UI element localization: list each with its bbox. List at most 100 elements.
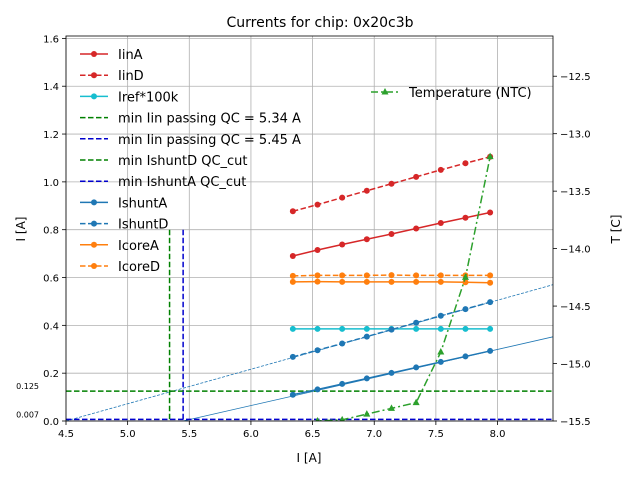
legend-label: IshuntA xyxy=(118,196,167,211)
legend-label: IinD xyxy=(118,69,144,84)
data-point xyxy=(289,353,296,360)
x-tick-label: 5.5 xyxy=(181,429,197,440)
legend-label: IshuntD xyxy=(118,218,168,233)
temperature-point xyxy=(461,273,469,280)
data-point xyxy=(363,375,370,382)
x-tick-label: 7.5 xyxy=(428,429,444,440)
extra-y-label: 0.125 xyxy=(16,382,39,391)
y2-tick-label: −13.5 xyxy=(560,187,591,198)
temperature-point xyxy=(486,152,494,160)
legend-label: min IshuntA QC_cut xyxy=(118,175,246,190)
data-point xyxy=(314,325,321,332)
data-point xyxy=(363,236,370,243)
y2-tick-label: −12.5 xyxy=(560,72,591,83)
data-point xyxy=(388,369,395,376)
x-axis: 4.5 5.0 5.5 6.0 6.5 7.0 7.5 8.0 xyxy=(58,421,505,440)
data-point xyxy=(437,220,444,226)
data-point xyxy=(437,272,444,279)
y-tick-label: 0.0 xyxy=(43,417,59,428)
data-point xyxy=(413,364,420,371)
legend: IinA IinD Iref*100k min Iin passing QC = 5.… xyxy=(80,48,301,275)
y2-tick-label: −13.0 xyxy=(560,130,591,141)
data-point xyxy=(363,272,370,279)
data-point xyxy=(487,272,494,279)
data-point xyxy=(413,272,420,279)
data-point xyxy=(289,272,296,279)
data-point xyxy=(339,194,346,201)
data-point xyxy=(462,279,469,286)
temperature-point xyxy=(315,417,320,421)
data-point xyxy=(413,225,420,232)
temperature-point xyxy=(339,415,345,421)
legend-marker xyxy=(91,51,97,57)
data-point xyxy=(314,272,321,279)
chart-title: Currents for chip: 0x20c3b xyxy=(226,15,413,31)
y2-axis: −15.5 −15.0 −14.5 −14.0 −13.5 −13.0 −12.5 xyxy=(553,72,591,428)
legend-label: Temperature (NTC) xyxy=(408,86,532,101)
data-point xyxy=(363,333,370,340)
temperature-point xyxy=(412,398,420,406)
y-tick-label: 0.4 xyxy=(43,321,59,332)
data-point xyxy=(413,173,420,180)
y2-axis-label: T [C] xyxy=(609,215,623,245)
temperature-point xyxy=(387,404,395,411)
data-point xyxy=(388,278,395,285)
data-point xyxy=(487,325,494,332)
x-tick-label: 6.0 xyxy=(243,429,259,440)
data-point xyxy=(314,347,321,354)
legend-marker xyxy=(91,241,97,248)
legend-marker xyxy=(91,72,97,79)
temperature-legend: Temperature (NTC) xyxy=(371,86,532,101)
y-axis: 0.0 0.2 0.4 0.6 0.8 1.0 1.2 1.4 1.6 0.125 0.007 xyxy=(16,34,66,428)
data-point xyxy=(462,160,469,167)
x-tick-label: 7.0 xyxy=(366,429,382,440)
temperature-point xyxy=(363,410,371,417)
data-point xyxy=(388,180,395,187)
legend-label: IcoreD xyxy=(118,260,160,275)
data-point xyxy=(413,319,420,326)
data-point xyxy=(413,278,420,285)
series-line xyxy=(292,156,491,213)
data-point xyxy=(487,209,494,216)
data-point xyxy=(339,272,346,279)
legend-label: min Iin passing QC = 5.34 A xyxy=(118,112,301,127)
y2-tick-label: −14.5 xyxy=(560,302,591,313)
legend-marker xyxy=(381,88,389,95)
data-point xyxy=(388,231,395,237)
x-tick-label: 8.0 xyxy=(490,429,506,440)
data-point xyxy=(289,391,296,398)
data-point xyxy=(487,299,494,306)
data-point xyxy=(289,325,296,332)
data-point xyxy=(487,347,494,354)
x-tick-label: 6.5 xyxy=(305,429,321,440)
y-tick-label: 0.8 xyxy=(43,226,59,237)
legend-label: min Iin passing QC = 5.45 A xyxy=(118,133,301,148)
data-point xyxy=(437,166,444,173)
data-point xyxy=(413,325,420,332)
y-tick-label: 0.6 xyxy=(43,274,59,285)
legend-label: Iref*100k xyxy=(118,90,179,105)
data-point xyxy=(339,340,346,347)
temperature-point xyxy=(437,348,445,355)
data-point xyxy=(388,272,395,279)
data-point xyxy=(289,278,296,285)
data-point xyxy=(462,306,469,313)
legend-label: IcoreA xyxy=(118,239,159,254)
legend-label: min IshuntD QC_cut xyxy=(118,154,248,169)
grid xyxy=(65,36,553,422)
legend-marker xyxy=(91,199,97,206)
extra-y-label: 0.007 xyxy=(16,410,39,419)
data-point xyxy=(289,208,296,215)
data-point xyxy=(363,187,370,194)
y-tick-label: 0.2 xyxy=(43,369,59,380)
y-axis-label: I [A] xyxy=(14,217,28,242)
data-point xyxy=(437,312,444,319)
data-point xyxy=(437,325,444,332)
y2-tick-label: −15.0 xyxy=(560,360,591,371)
y-tick-label: 1.4 xyxy=(43,82,59,93)
y-tick-label: 1.0 xyxy=(43,178,59,189)
data-point xyxy=(462,353,469,360)
y-tick-label: 1.2 xyxy=(43,130,59,141)
